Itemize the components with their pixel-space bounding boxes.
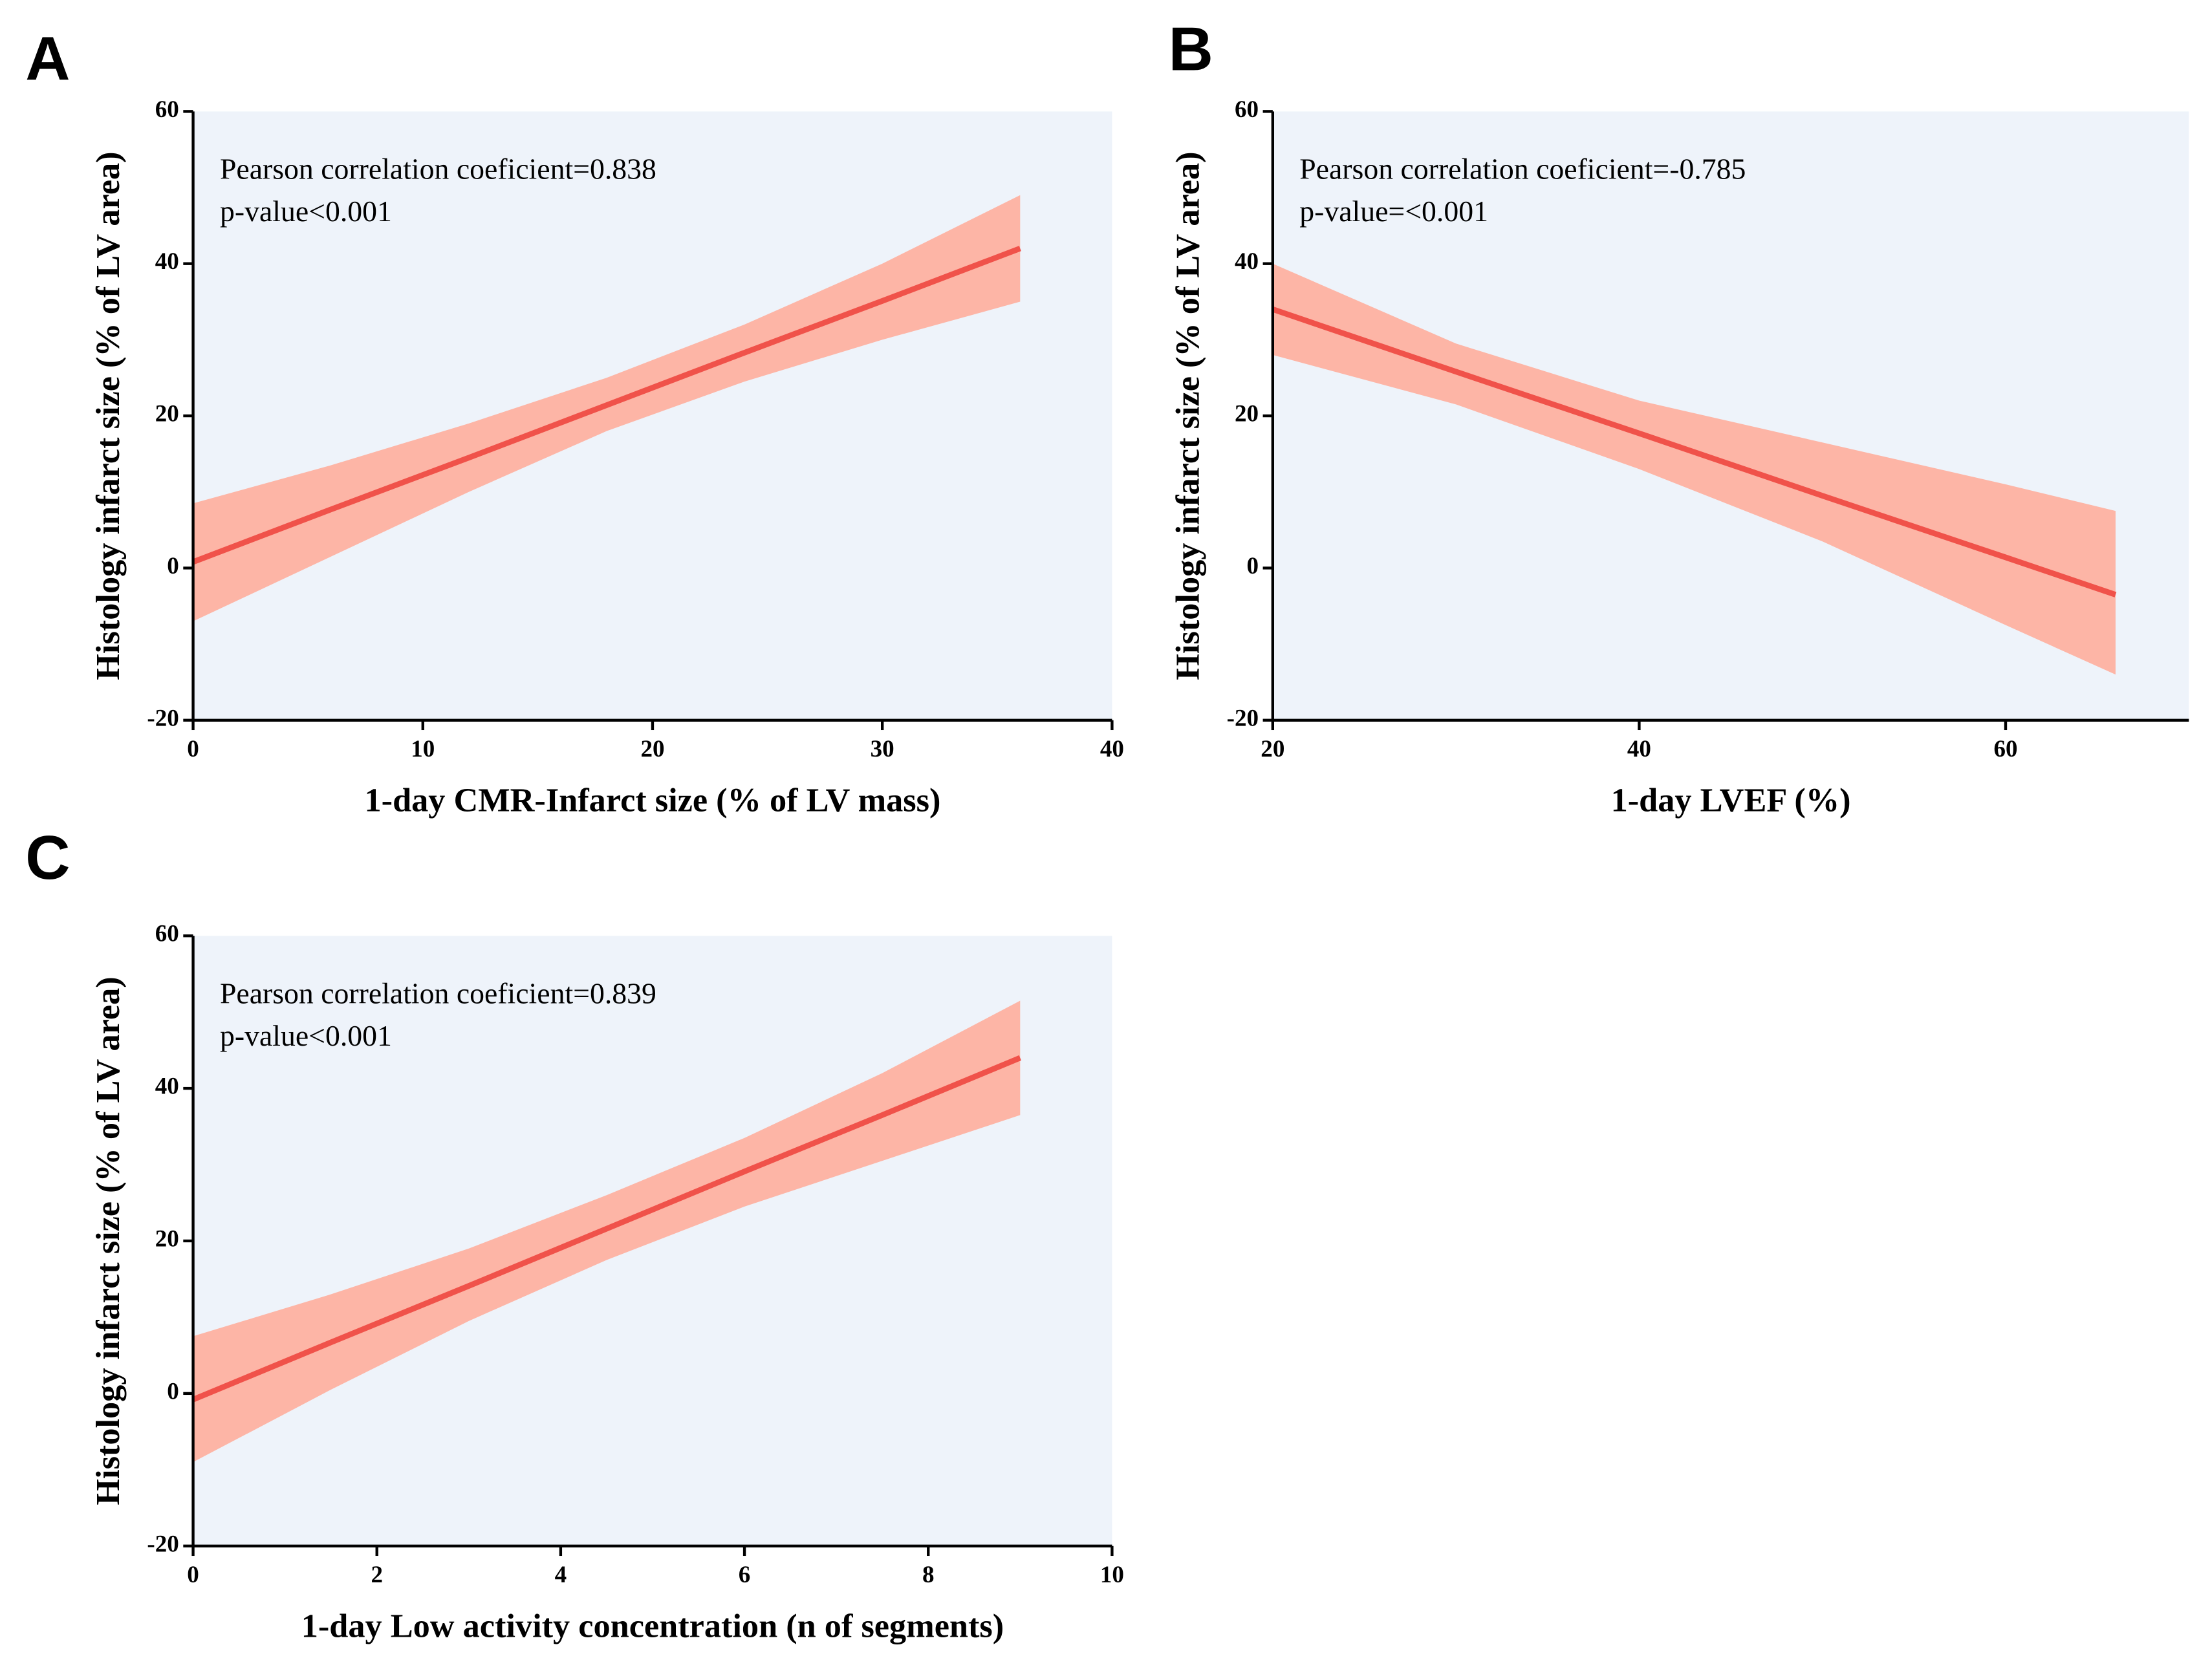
x-tick-label: 8 — [922, 1562, 935, 1588]
y-tick-label: -20 — [1227, 705, 1259, 731]
panel: -20 0 20 40 60 20 40 60 1-day LVEF (%) Histology … — [1169, 14, 2189, 819]
panel: -20 0 20 40 60 0 2 4 6 8 10 1-day Low activity conc… — [25, 823, 1124, 1644]
y-tick-label: 40 — [155, 248, 179, 275]
x-tick-label: 0 — [187, 736, 199, 762]
y-tick-label: 0 — [167, 553, 179, 579]
y-tick-label: 20 — [1235, 401, 1259, 427]
panel-letter: A — [25, 25, 70, 94]
x-tick-label: 40 — [1100, 736, 1124, 762]
x-tick-label: 4 — [555, 1562, 567, 1588]
x-axis-label: 1-day LVEF (%) — [1611, 781, 1851, 819]
annotation: p-value=<0.001 — [1299, 195, 1488, 228]
x-tick-label: 20 — [640, 736, 664, 762]
confidence-band — [193, 195, 1021, 621]
y-tick-label: -20 — [147, 1531, 179, 1557]
y-tick-label: -20 — [147, 705, 179, 731]
y-axis-label: Histology infarct size (% of LV area) — [89, 976, 127, 1505]
plot-background — [193, 111, 1112, 720]
x-tick-label: 40 — [1627, 736, 1651, 762]
y-tick-label: 0 — [1247, 553, 1259, 579]
y-tick-label: 60 — [155, 96, 179, 123]
x-tick-label: 2 — [371, 1562, 383, 1588]
x-axis-label: 1-day Low activity concentration (n of s… — [301, 1607, 1004, 1644]
y-axis-label: Histology infarct size (% of LV area) — [89, 151, 127, 680]
confidence-band — [1272, 263, 2116, 675]
annotation: Pearson correlation coeficient=-0.785 — [1299, 153, 1746, 186]
y-tick-label: 40 — [1235, 248, 1259, 275]
annotation: p-value<0.001 — [220, 1019, 392, 1052]
x-tick-label: 10 — [411, 736, 435, 762]
panel-letter: C — [25, 823, 70, 892]
regression-line — [1272, 307, 2117, 598]
panel: -20 0 20 40 60 0 10 20 30 40 1-day CMR-Infarct siz… — [25, 25, 1124, 819]
x-tick-label: 20 — [1261, 736, 1284, 762]
y-tick-label: 60 — [1235, 96, 1259, 123]
annotation: p-value<0.001 — [220, 195, 392, 228]
annotation: Pearson correlation coeficient=0.839 — [220, 976, 656, 1009]
regression-line — [191, 246, 1021, 565]
x-tick-label: 10 — [1100, 1562, 1124, 1588]
x-tick-label: 30 — [871, 736, 894, 762]
x-axis-label: 1-day CMR-Infarct size (% of LV mass) — [365, 781, 941, 819]
panel-letter: B — [1169, 14, 1213, 83]
regression-line — [191, 1055, 1021, 1403]
annotation: Pearson correlation coeficient=0.838 — [220, 153, 656, 186]
y-tick-label: 20 — [155, 1225, 179, 1252]
y-tick-label: 60 — [155, 921, 179, 947]
x-tick-label: 60 — [1993, 736, 2017, 762]
y-tick-label: 20 — [155, 401, 179, 427]
y-tick-label: 0 — [167, 1378, 179, 1405]
x-tick-label: 6 — [739, 1562, 751, 1588]
y-axis-label: Histology infarct size (% of LV area) — [1169, 151, 1206, 680]
x-tick-label: 0 — [187, 1562, 199, 1588]
y-tick-label: 40 — [155, 1073, 179, 1100]
